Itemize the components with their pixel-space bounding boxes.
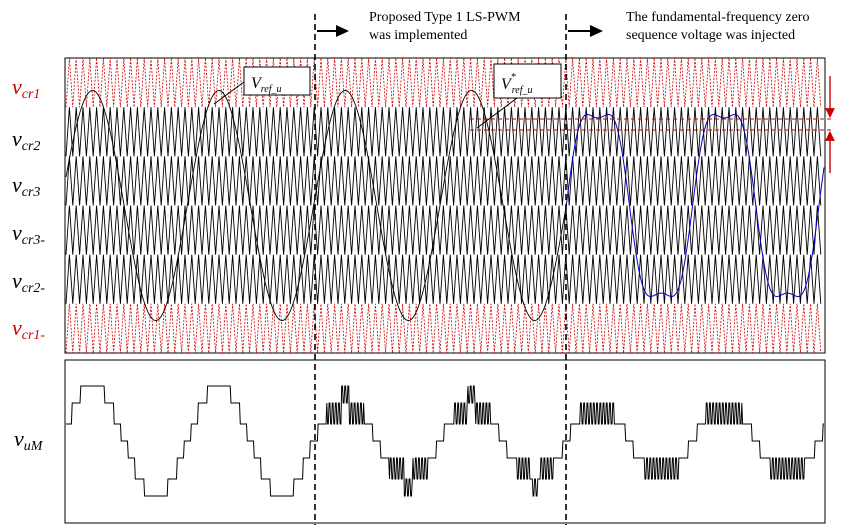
callout-ref2-leader xyxy=(476,97,518,129)
callout-ref1-box xyxy=(243,66,311,96)
outer-carrier-line xyxy=(65,303,822,354)
carrier-label-cr3-neg: vcr3- xyxy=(12,220,45,248)
stage2-arrow-icon xyxy=(317,25,349,37)
output-label-vuM: vuM xyxy=(14,426,44,454)
output-line-stage3 xyxy=(566,402,824,480)
callout-ref2-label: V* ref_u xyxy=(501,72,533,96)
reference-line-original xyxy=(65,90,567,321)
carrier-group xyxy=(65,57,822,354)
callout-ref2-box xyxy=(493,63,562,99)
callout-ref1-leader xyxy=(213,81,245,105)
reference-line-injected xyxy=(565,114,825,298)
inner-carrier-line xyxy=(65,254,822,304)
inner-carrier-line xyxy=(65,156,822,206)
inner-carrier-line xyxy=(65,107,822,157)
carrier-label-cr3: vcr3 xyxy=(12,172,40,200)
output-line-stage1 xyxy=(66,385,315,497)
callout-ref1-label: Vref_u xyxy=(251,75,282,95)
stage2-annotation-line2: was implemented xyxy=(369,28,467,43)
stage3-annotation-line1: The fundamental-frequency zero xyxy=(626,10,809,25)
carrier-label-cr2: vcr2 xyxy=(12,126,40,154)
inner-carrier-line xyxy=(65,205,822,255)
output-panel-frame xyxy=(64,359,826,524)
outer-carrier-line xyxy=(65,57,822,108)
stage3-arrow-icon xyxy=(568,25,603,37)
output-line-stage2 xyxy=(315,385,566,497)
reference-group xyxy=(65,90,825,321)
output-group xyxy=(66,385,824,497)
stage3-annotation-line2: sequence voltage was injected xyxy=(626,28,795,43)
carrier-label-cr1: vcr1 xyxy=(12,74,40,102)
carrier-label-cr2-neg: vcr2- xyxy=(12,268,45,296)
stage2-annotation-line1: Proposed Type 1 LS-PWM xyxy=(369,10,521,25)
carrier-label-cr1-neg: vcr1- xyxy=(12,315,45,343)
carrier-panel-frame xyxy=(64,57,826,354)
